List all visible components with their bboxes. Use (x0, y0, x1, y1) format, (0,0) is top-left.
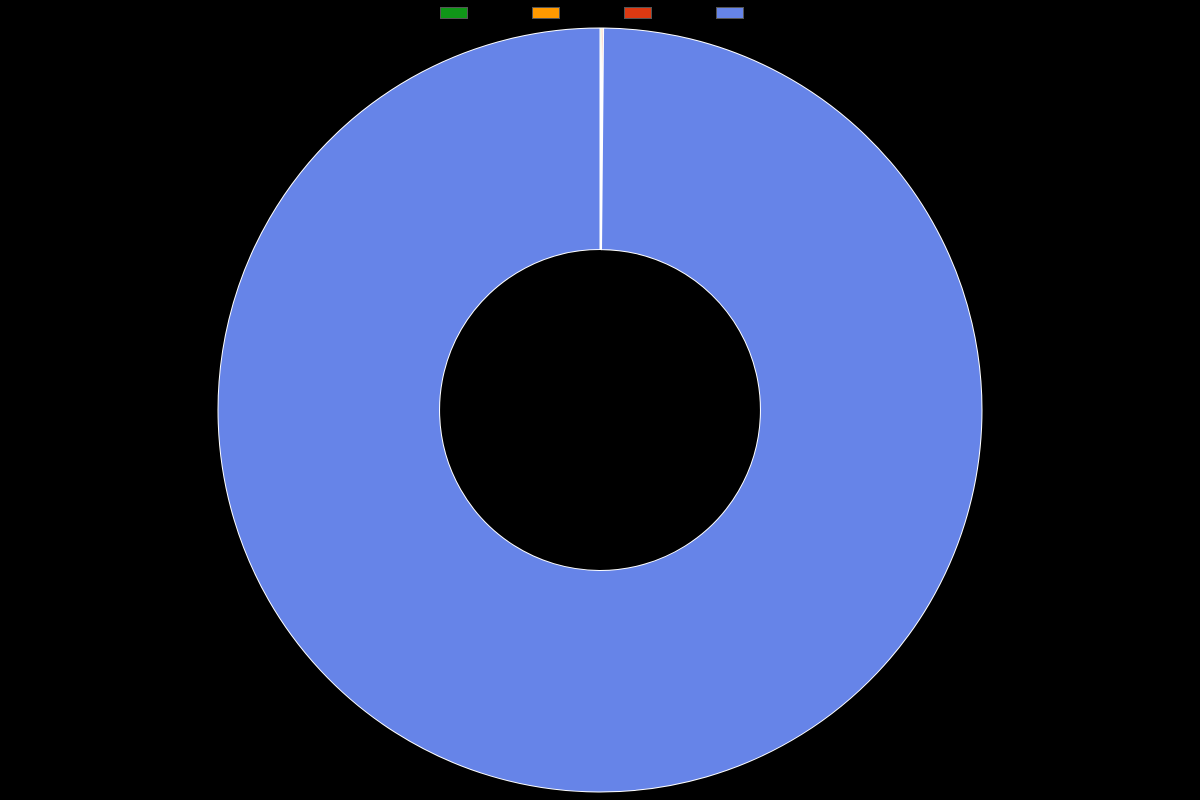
legend-swatch-0 (440, 7, 468, 19)
legend-label-3 (750, 6, 760, 20)
legend-item-1[interactable] (532, 6, 576, 20)
legend-label-0 (474, 6, 484, 20)
legend-item-2[interactable] (624, 6, 668, 20)
donut-chart-container (0, 20, 1200, 800)
legend-item-3[interactable] (716, 6, 760, 20)
donut-chart (216, 26, 984, 794)
donut-slice-3[interactable] (218, 28, 982, 792)
legend-swatch-2 (624, 7, 652, 19)
legend-swatch-3 (716, 7, 744, 19)
legend-label-2 (658, 6, 668, 20)
legend-item-0[interactable] (440, 6, 484, 20)
legend-swatch-1 (532, 7, 560, 19)
legend-label-1 (566, 6, 576, 20)
chart-legend (0, 6, 1200, 20)
